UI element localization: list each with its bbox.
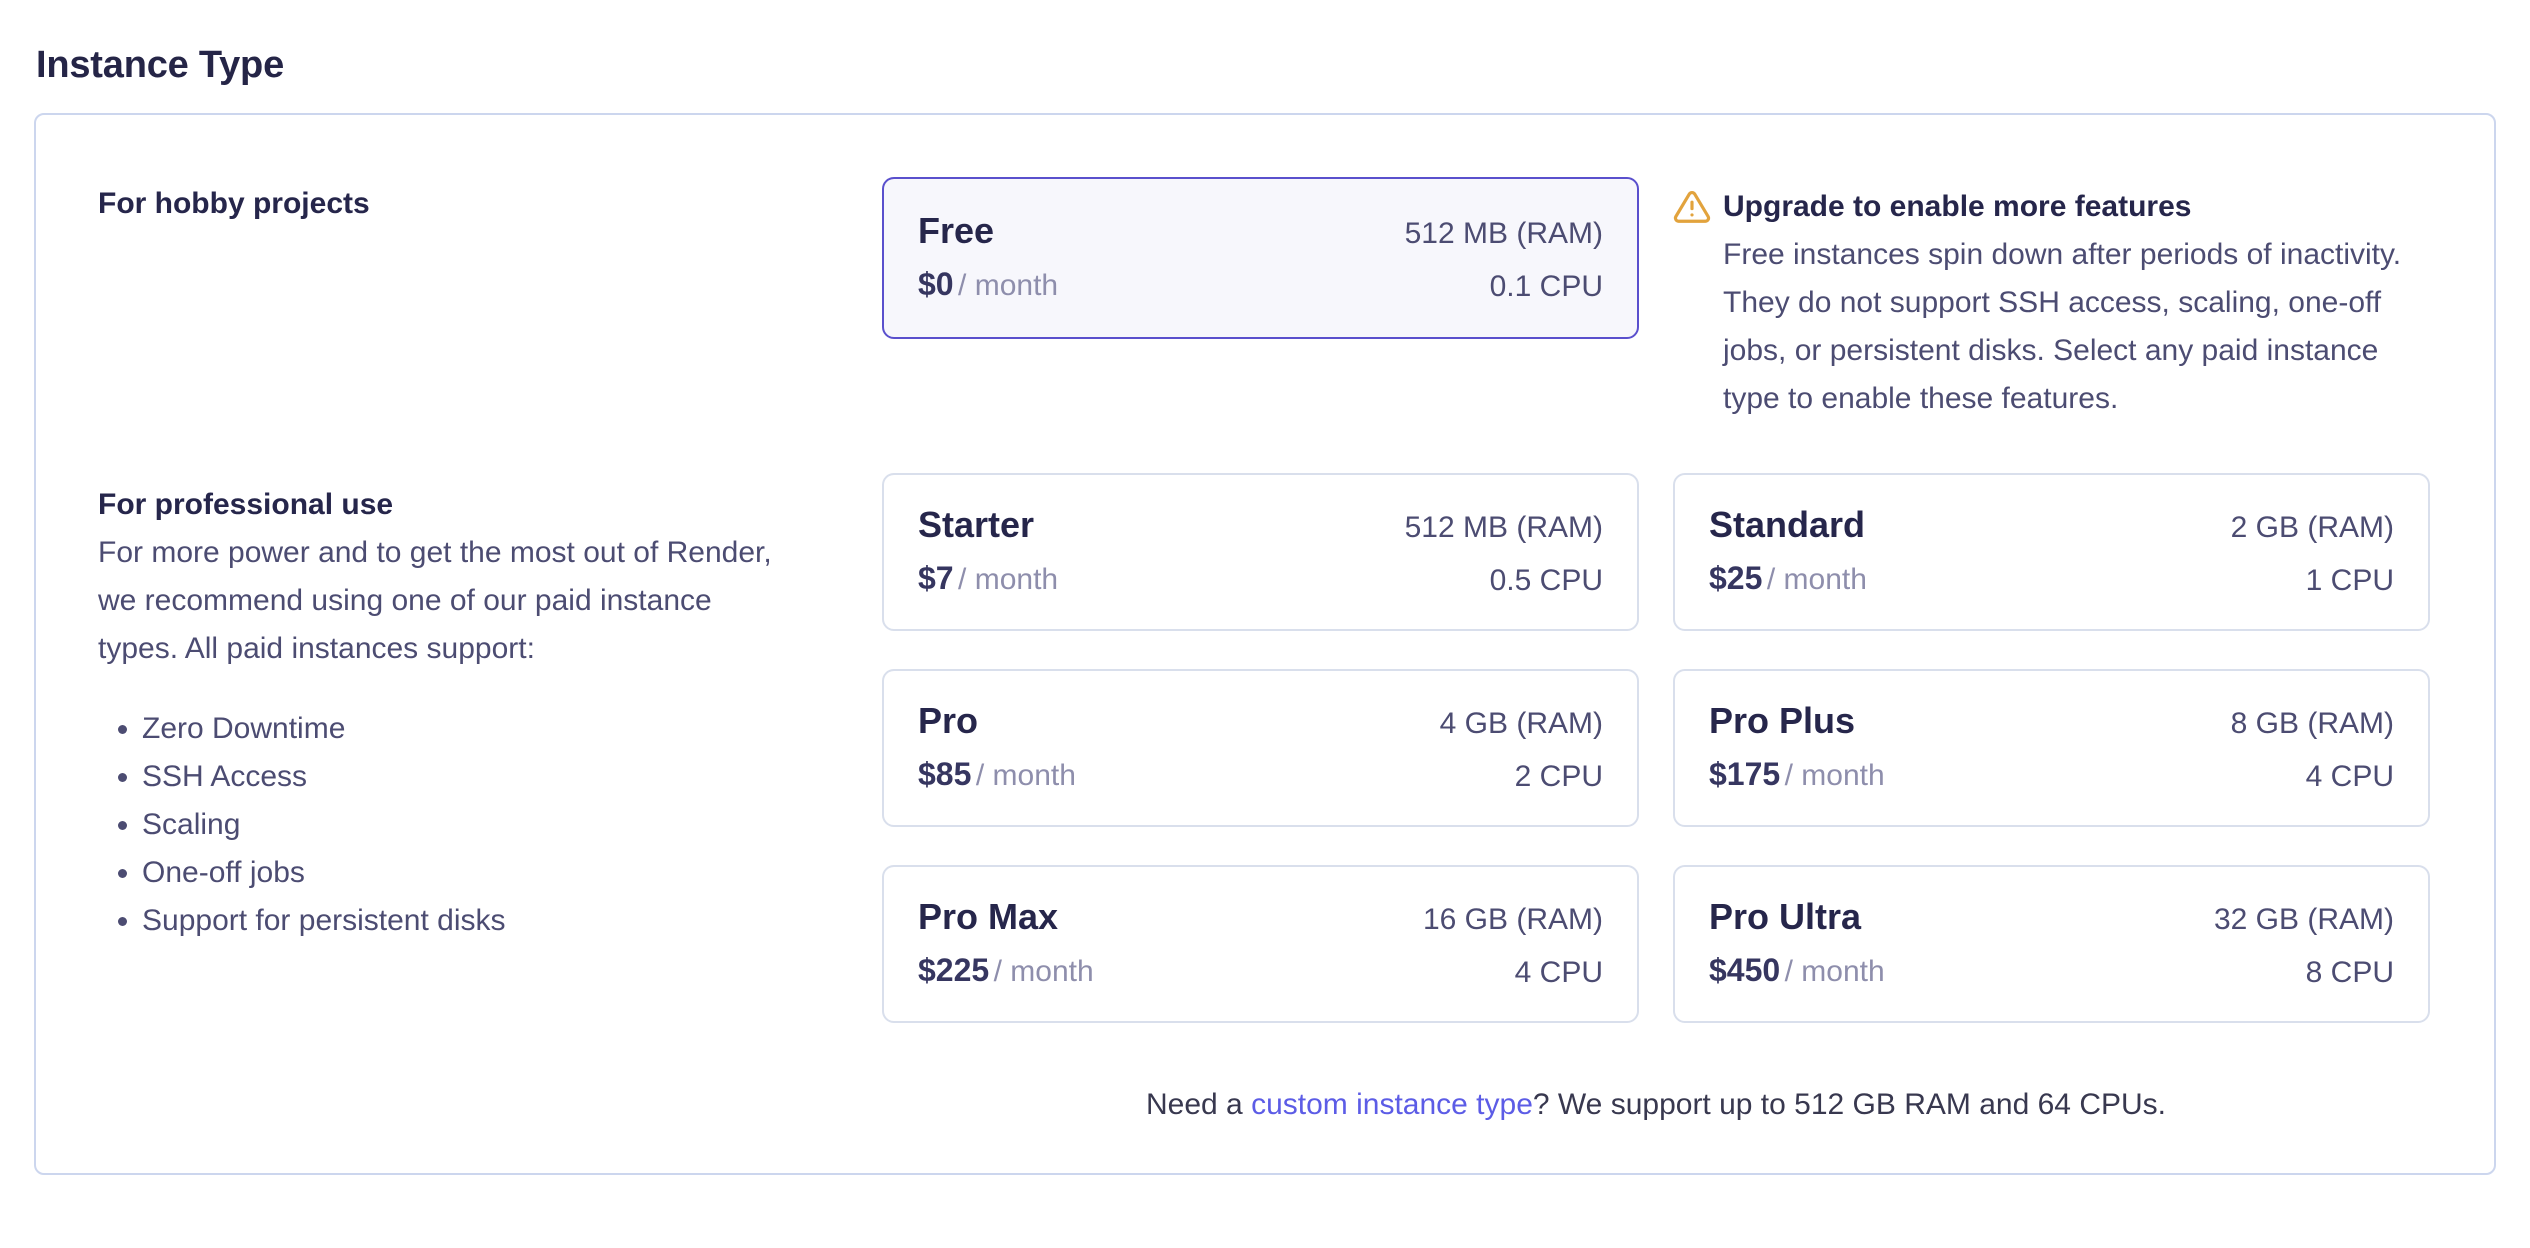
upgrade-warning: Upgrade to enable more features Free ins… <box>1673 177 2430 423</box>
feature-item: Support for persistent disks <box>142 897 848 945</box>
instance-name: Pro Max <box>918 895 1059 937</box>
custom-instance-note-suffix: ? We support up to 512 GB RAM and 64 CPU… <box>1532 1088 2166 1121</box>
feature-item: One-off jobs <box>142 849 848 897</box>
card-specs: 2 GB (RAM) 1 CPU <box>2231 503 2394 601</box>
professional-section: For professional use For more power and … <box>98 473 2432 1125</box>
instance-price-line: $25 / month <box>1709 558 1867 605</box>
instance-card-starter[interactable]: Starter $7 / month 512 MB (RAM) 0.5 CPU <box>882 473 1639 631</box>
instance-name: Pro Plus <box>1709 699 1856 741</box>
instance-name: Starter <box>918 503 1035 545</box>
custom-instance-type-link[interactable]: custom instance type <box>1251 1088 1533 1121</box>
feature-item: SSH Access <box>142 753 848 801</box>
instance-price: $450 <box>1709 951 1781 988</box>
card-left: Starter $7 / month <box>918 500 1058 605</box>
custom-instance-note-prefix: Need a <box>1146 1088 1252 1121</box>
instance-price-line: $85 / month <box>918 754 1076 801</box>
instance-price-line: $175 / month <box>1709 754 1885 801</box>
warning-body: Free instances spin down after periods o… <box>1723 238 2402 415</box>
card-specs: 512 MB (RAM) 0.5 CPU <box>1405 503 1603 601</box>
instance-cpu: 4 CPU <box>1514 956 1603 989</box>
instance-price-line: $7 / month <box>918 558 1058 605</box>
instance-ram: 512 MB (RAM) <box>1404 511 1603 544</box>
card-specs: 8 GB (RAM) 4 CPU <box>2231 699 2394 797</box>
instance-cpu: 0.1 CPU <box>1489 270 1603 303</box>
instance-price: $7 <box>918 559 954 596</box>
instance-name: Free <box>918 209 995 251</box>
instance-name: Pro <box>918 699 979 741</box>
instance-cpu: 2 CPU <box>1514 760 1603 793</box>
instance-cpu: 4 CPU <box>2305 760 2394 793</box>
instance-card-pro[interactable]: Pro $85 / month 4 GB (RAM) 2 CPU <box>882 669 1639 827</box>
instance-period: / month <box>958 562 1059 596</box>
instance-name: Standard <box>1709 503 1866 545</box>
instance-card-pro-ultra[interactable]: Pro Ultra $450 / month 32 GB (RAM) 8 CPU <box>1673 865 2430 1023</box>
instance-price: $25 <box>1709 559 1763 596</box>
instance-ram: 8 GB (RAM) <box>2230 707 2394 740</box>
instance-period: / month <box>993 954 1094 988</box>
feature-item: Zero Downtime <box>142 705 848 753</box>
feature-item: Scaling <box>142 801 848 849</box>
instance-ram: 16 GB (RAM) <box>1422 903 1603 936</box>
instance-price: $0 <box>918 265 954 302</box>
instance-ram: 32 GB (RAM) <box>2213 903 2394 936</box>
page-title: Instance Type <box>36 44 284 86</box>
warning-text: Upgrade to enable more features Free ins… <box>1723 183 2430 423</box>
hobby-section: For hobby projects Free $0 / month 512 M… <box>98 177 2432 423</box>
instance-price: $85 <box>918 755 972 792</box>
professional-info: For professional use For more power and … <box>98 473 848 1125</box>
hobby-section-label: For hobby projects <box>98 187 370 220</box>
card-left: Standard $25 / month <box>1709 500 1867 605</box>
instance-name: Pro Ultra <box>1709 895 1862 937</box>
instance-period: / month <box>975 758 1076 792</box>
card-left: Pro Max $225 / month <box>918 892 1094 997</box>
professional-description: For more power and to get the most out o… <box>98 536 772 665</box>
instance-card-pro-plus[interactable]: Pro Plus $175 / month 8 GB (RAM) 4 CPU <box>1673 669 2430 827</box>
instance-period: / month <box>1766 562 1867 596</box>
instance-period: / month <box>1784 954 1885 988</box>
instance-price-line: $0 / month <box>918 264 1058 311</box>
custom-instance-note: Need a custom instance type? We support … <box>882 1085 2430 1125</box>
instance-price: $225 <box>918 951 990 988</box>
card-specs: 16 GB (RAM) 4 CPU <box>1423 895 1603 993</box>
professional-heading: For professional use <box>98 488 394 521</box>
instance-cpu: 8 CPU <box>2305 956 2394 989</box>
card-specs: 512 MB (RAM) 0.1 CPU <box>1405 209 1603 307</box>
instance-card-pro-max[interactable]: Pro Max $225 / month 16 GB (RAM) 4 CPU <box>882 865 1639 1023</box>
warning-title: Upgrade to enable more features <box>1723 190 2192 223</box>
instance-ram: 2 GB (RAM) <box>2230 511 2394 544</box>
instance-ram: 4 GB (RAM) <box>1439 707 1603 740</box>
card-left: Pro Ultra $450 / month <box>1709 892 1885 997</box>
instance-period: / month <box>1784 758 1885 792</box>
instance-card-free[interactable]: Free $0 / month 512 MB (RAM) 0.1 CPU <box>882 177 1639 339</box>
instance-period: / month <box>958 268 1059 302</box>
instance-cpu: 0.5 CPU <box>1489 564 1603 597</box>
instance-type-panel: For hobby projects Free $0 / month 512 M… <box>34 113 2496 1175</box>
instance-price-line: $225 / month <box>918 950 1094 997</box>
instance-price-line: $450 / month <box>1709 950 1885 997</box>
instance-price: $175 <box>1709 755 1781 792</box>
instance-ram: 512 MB (RAM) <box>1404 217 1603 250</box>
card-specs: 32 GB (RAM) 8 CPU <box>2214 895 2394 993</box>
card-left: Pro $85 / month <box>918 696 1076 801</box>
warning-triangle-icon <box>1673 188 1711 423</box>
card-left: Free $0 / month <box>918 206 1058 311</box>
card-specs: 4 GB (RAM) 2 CPU <box>1440 699 1603 797</box>
card-left: Pro Plus $175 / month <box>1709 696 1885 801</box>
instance-card-standard[interactable]: Standard $25 / month 2 GB (RAM) 1 CPU <box>1673 473 2430 631</box>
instance-cpu: 1 CPU <box>2305 564 2394 597</box>
feature-list: Zero Downtime SSH Access Scaling One-off… <box>98 705 848 945</box>
